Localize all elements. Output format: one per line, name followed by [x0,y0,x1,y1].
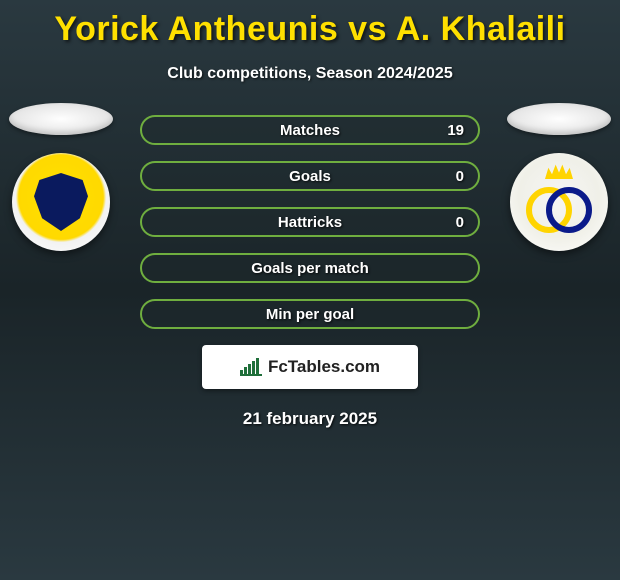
stat-rows: Matches 19 Goals 0 Hattricks 0 Goals per… [140,115,480,329]
footer-date: 21 february 2025 [0,409,620,429]
stat-label: Matches [280,122,340,139]
player-left-slot [6,103,116,251]
stat-label: Hattricks [278,214,342,231]
stat-row-min-per-goal: Min per goal [140,299,480,329]
bar-chart-icon [240,358,262,376]
stat-row-goals: Goals 0 [140,161,480,191]
player-right-avatar-placeholder [507,103,611,135]
club-badge-right [510,153,608,251]
stat-value-right: 19 [447,122,464,139]
player-left-avatar-placeholder [9,103,113,135]
brand-box[interactable]: FcTables.com [202,345,418,389]
brand-text: FcTables.com [268,357,380,377]
stat-label: Goals [289,168,331,185]
stat-label: Min per goal [266,306,354,323]
stat-row-hattricks: Hattricks 0 [140,207,480,237]
stat-value-right: 0 [456,214,464,231]
stat-row-goals-per-match: Goals per match [140,253,480,283]
stat-value-right: 0 [456,168,464,185]
club-badge-left [12,153,110,251]
page-subtitle: Club competitions, Season 2024/2025 [0,65,620,83]
stat-label: Goals per match [251,260,369,277]
page-title: Yorick Antheunis vs A. Khalaili [0,0,620,49]
stat-row-matches: Matches 19 [140,115,480,145]
player-right-slot [504,103,614,251]
comparison-arena: Matches 19 Goals 0 Hattricks 0 Goals per… [0,115,620,329]
